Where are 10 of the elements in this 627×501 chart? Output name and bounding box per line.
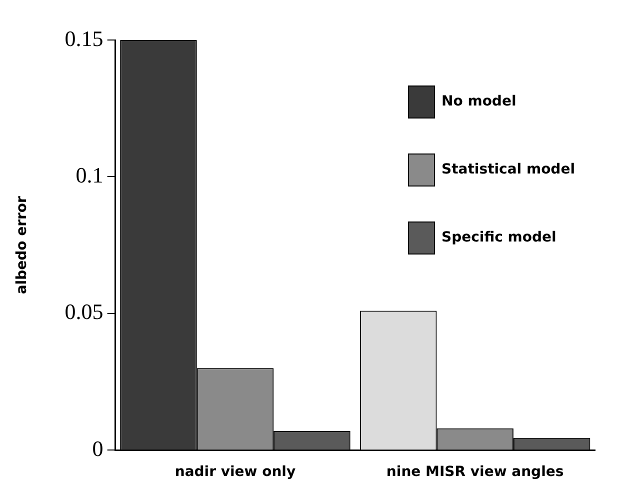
y-tick-label: 0.1 xyxy=(76,162,104,188)
y-tick-label: 0 xyxy=(92,436,104,461)
legend-label: No model xyxy=(442,94,516,110)
legend-label: Specific model xyxy=(442,230,556,246)
x-tick-label: nadir view only xyxy=(174,464,296,480)
y-axis-title: albedo error xyxy=(14,196,30,294)
y-tick-label: 0.15 xyxy=(64,26,104,51)
y-tick-label: 0.05 xyxy=(64,299,104,324)
x-tick-label: nine MISR view angles xyxy=(386,464,564,480)
legend-label: Statistical model xyxy=(442,162,576,178)
